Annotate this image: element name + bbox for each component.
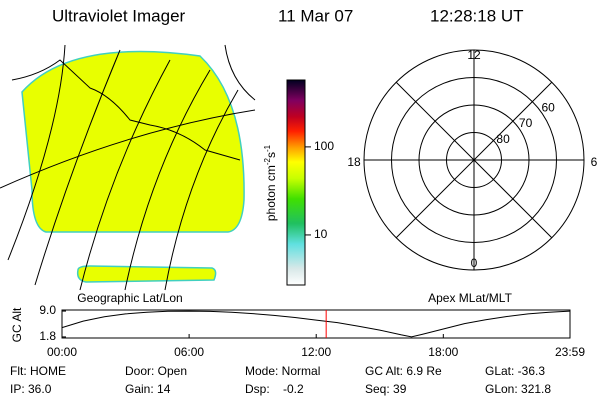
status-field: Gain: 14 bbox=[125, 382, 171, 396]
lat-label: 60 bbox=[541, 100, 555, 114]
status-field: Mode: Normal bbox=[245, 364, 320, 378]
colorbar bbox=[286, 79, 306, 286]
colorbar-tick-label: 10 bbox=[314, 227, 328, 241]
y-tick-label: 9.0 bbox=[39, 303, 56, 317]
x-tick-label: 00:00 bbox=[47, 345, 77, 359]
lat-ring bbox=[391, 77, 557, 243]
lat-label: 80 bbox=[496, 132, 510, 146]
x-tick-label: 18:00 bbox=[428, 345, 458, 359]
status-field: GLon: 321.8 bbox=[485, 382, 551, 396]
x-tick-label: 12:00 bbox=[301, 345, 331, 359]
alt-line bbox=[61, 310, 571, 338]
title: Ultraviolet Imager bbox=[52, 6, 186, 25]
status-field: Dsp: -0.2 bbox=[245, 382, 304, 396]
y-tick-label: 1.8 bbox=[39, 329, 56, 343]
mlt-label: 6 bbox=[591, 155, 598, 169]
lat-ring bbox=[446, 132, 502, 188]
status-field: Door: Open bbox=[125, 364, 187, 378]
x-tick-label: 06:00 bbox=[174, 345, 204, 359]
lat-label: 70 bbox=[519, 116, 533, 130]
status-field: Seq: 39 bbox=[365, 382, 407, 396]
mlt-label: 18 bbox=[347, 155, 361, 169]
label-text: photon cm bbox=[264, 165, 278, 221]
colorbar-tick-label: 100 bbox=[314, 139, 334, 153]
label-exp: -2 bbox=[263, 157, 272, 165]
status-field: GLat: -36.3 bbox=[485, 364, 545, 378]
polar-label: Apex MLat/MLT bbox=[428, 291, 512, 305]
date: 11 Mar 07 bbox=[278, 6, 353, 25]
status-field: GC Alt: 6.9 Re bbox=[365, 364, 442, 378]
x-tick-label: 23:59 bbox=[555, 345, 585, 359]
mlt-label: 0 bbox=[471, 256, 478, 270]
image-label: Geographic Lat/Lon bbox=[77, 291, 182, 305]
status-field: Flt: HOME bbox=[10, 364, 66, 378]
label-unit: s bbox=[264, 152, 278, 158]
label-exp: -1 bbox=[263, 144, 272, 152]
colorbar-label: photon cm-2s-1 bbox=[263, 144, 279, 221]
alt-ylabel: GC Alt bbox=[10, 307, 24, 342]
lat-ring bbox=[418, 104, 530, 216]
alt-frame bbox=[61, 309, 571, 339]
mlt-label: 12 bbox=[467, 48, 481, 62]
status-field: IP: 36.0 bbox=[10, 382, 52, 396]
uv-image bbox=[0, 44, 256, 291]
time: 12:28:18 UT bbox=[430, 6, 524, 25]
